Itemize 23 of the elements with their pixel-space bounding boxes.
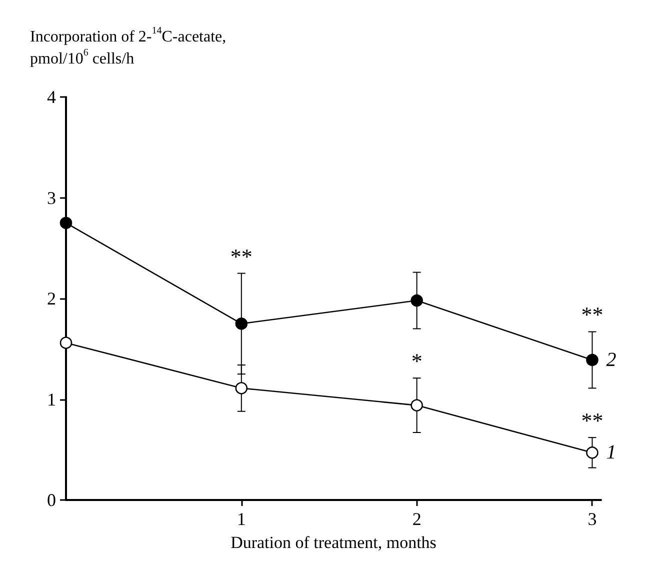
annotation: ** (581, 408, 604, 434)
point (410, 294, 423, 307)
y-tick-label: 1 (47, 389, 56, 410)
x-tick-label: 1 (236, 509, 246, 529)
series-label: 1 (606, 442, 616, 464)
point (60, 336, 72, 349)
y-tick-label: 4 (47, 87, 56, 107)
x-tick-label: 2 (412, 509, 422, 529)
point (235, 382, 248, 394)
annotation: * (411, 348, 422, 374)
y-tick-label: 0 (47, 490, 56, 510)
point (586, 354, 598, 366)
x-tick-label: 3 (588, 509, 597, 529)
point (410, 399, 423, 412)
point (586, 446, 598, 459)
annotation: ** (230, 244, 252, 269)
point (235, 318, 248, 330)
x-axis-title: Duration of treatment, months (230, 533, 436, 552)
y-tick-label: 2 (47, 288, 56, 308)
y-tick-label: 3 (47, 188, 56, 208)
series-label: 2 (606, 348, 616, 371)
point (60, 216, 72, 230)
annotation: ** (581, 302, 604, 328)
